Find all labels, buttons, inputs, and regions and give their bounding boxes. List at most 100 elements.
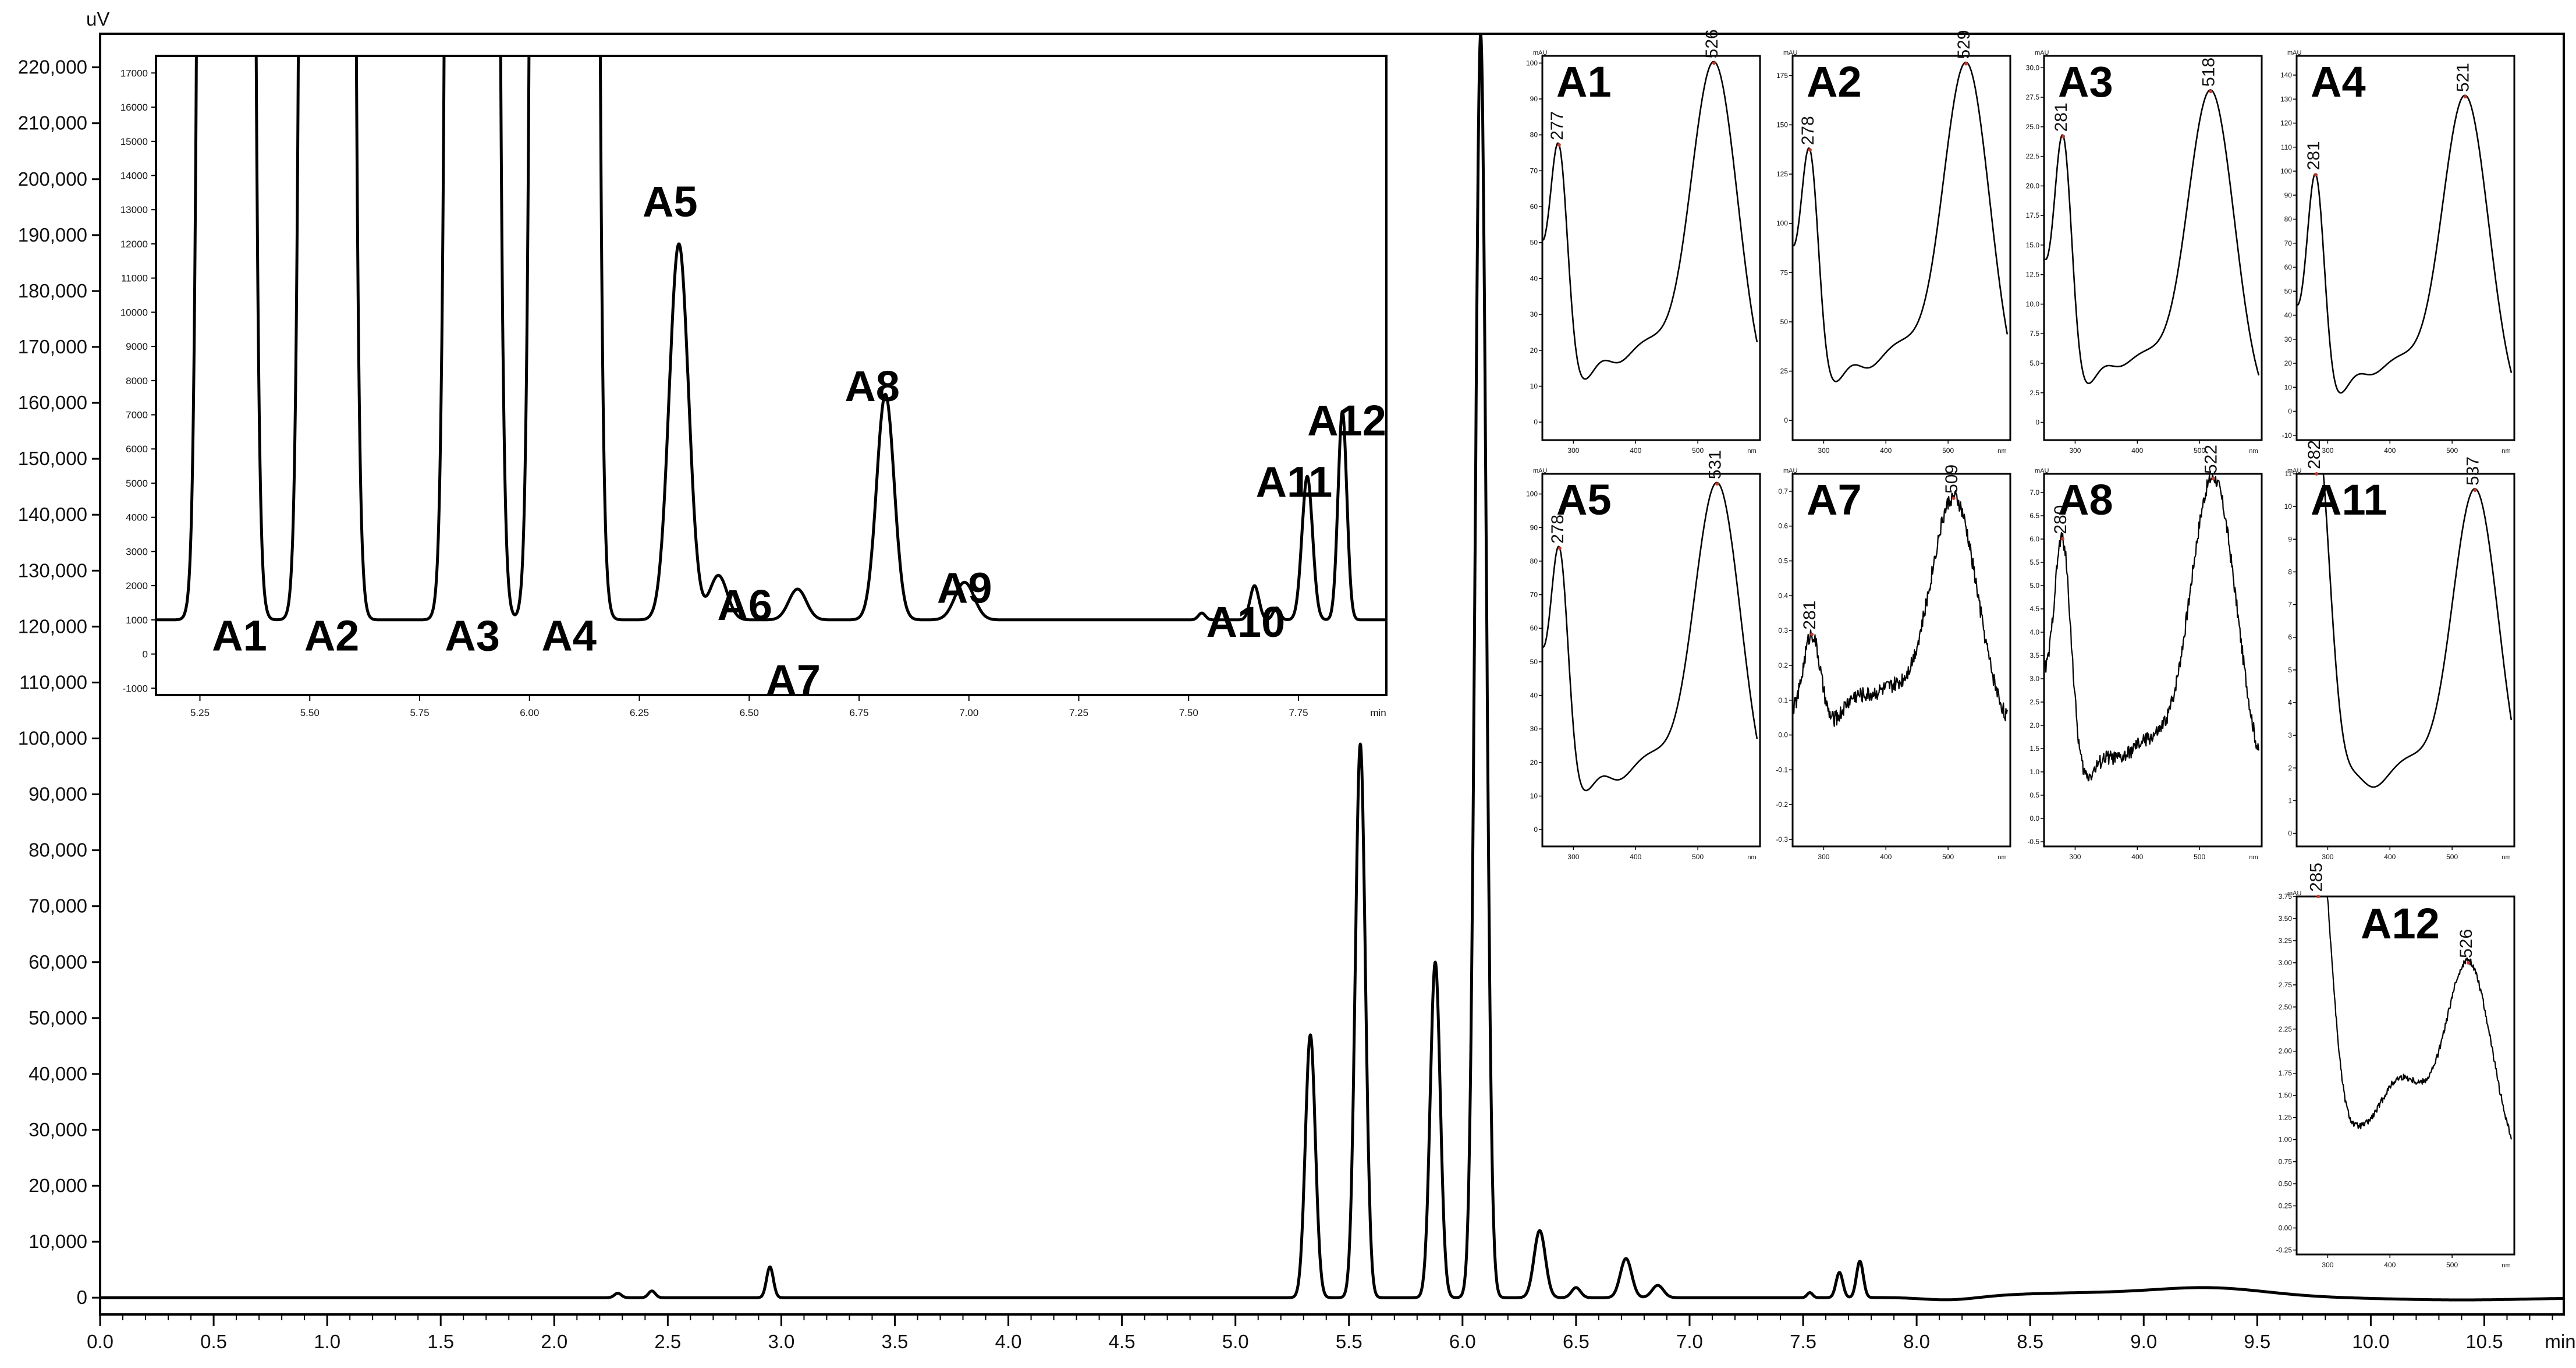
spectrum-y-tick-label: -0.5 bbox=[2027, 838, 2039, 846]
spectrum-wavelength-label: 278 bbox=[1798, 116, 1818, 145]
spectrum-x-tick-label: 500 bbox=[2194, 446, 2205, 455]
main-x-tick-label: 7.5 bbox=[1790, 1331, 1816, 1352]
spectrum-wavelength-label: 278 bbox=[1548, 515, 1567, 544]
spectrum-y-tick-label: 5.0 bbox=[2029, 582, 2039, 590]
inset-x-tick-label: 6.25 bbox=[630, 707, 649, 718]
spectrum-wavelength-label: 526 bbox=[1702, 29, 1722, 58]
spectrum-x-tick-label: 400 bbox=[1880, 446, 1892, 455]
spectrum-y-tick-label: 6.0 bbox=[2029, 535, 2039, 543]
spectrum-y-tick-label: 1.25 bbox=[2279, 1114, 2293, 1122]
inset-y-tick-label: 3000 bbox=[126, 546, 148, 557]
spectrum-trace-line bbox=[1542, 481, 1758, 792]
spectrum-max-marker bbox=[2466, 961, 2470, 965]
spectrum-trace-line bbox=[1542, 61, 1758, 380]
spectrum-panel: 0 25 50 75 100 125 150 175 mAU 300 400 500 nm 278 529 A… bbox=[1769, 30, 2018, 460]
inset-x-axis-label: min bbox=[1370, 707, 1386, 718]
spectrum-x-axis-label: nm bbox=[1997, 854, 2006, 861]
spectrum-y-tick-label: 40 bbox=[1530, 692, 1538, 700]
spectrum-max-marker bbox=[2314, 173, 2318, 177]
spectrum-y-tick-label: 100 bbox=[1526, 59, 1538, 67]
spectrum-x-tick-label: 500 bbox=[1942, 853, 1954, 861]
spectrum-x-tick-label: 500 bbox=[2194, 853, 2205, 861]
spectrum-panel: -0.25 0.00 0.25 0.50 0.75 1.00 1.25 1.50 1.75 2.0… bbox=[2273, 863, 2522, 1274]
spectrum-y-tick-label: 12.5 bbox=[2026, 271, 2040, 279]
main-y-tick-label: 110,000 bbox=[19, 671, 87, 693]
spectrum-y-tick-label: 0.3 bbox=[1778, 626, 1788, 635]
spectrum-y-tick-label: 30 bbox=[2284, 335, 2293, 343]
inset-chromatogram: -1000 0 1000 2000 3000 4000 5000 6000 7000 8000 90… bbox=[120, 52, 1392, 726]
main-y-tick-label: 210,000 bbox=[18, 112, 87, 134]
spectrum-frame bbox=[1791, 55, 2011, 441]
spectrum-max-marker bbox=[2061, 537, 2065, 541]
inset-y-tick-label: 2000 bbox=[126, 580, 148, 591]
spectrum-y-tick-label: -0.2 bbox=[1776, 800, 1788, 809]
spectrum-y-tick-label: 25.0 bbox=[2026, 123, 2040, 131]
inset-y-tick-label: 7000 bbox=[126, 410, 148, 421]
main-x-tick-label: 2.5 bbox=[654, 1331, 681, 1352]
spectrum-y-tick-label: 0.1 bbox=[1778, 696, 1788, 704]
inset-y-tick-label: 1000 bbox=[126, 615, 148, 626]
spectrum-trace-line bbox=[2297, 895, 2512, 1140]
spectrum-panel-label: A12 bbox=[2361, 899, 2440, 948]
spectrum-background bbox=[1769, 48, 2018, 460]
spectrum-y-tick-label: 90 bbox=[2284, 191, 2293, 199]
inset-y-tick-label: 13000 bbox=[120, 204, 148, 215]
spectrum-y-tick-label: 50 bbox=[2284, 287, 2293, 295]
main-x-tick-label: 8.0 bbox=[1903, 1331, 1930, 1352]
spectrum-wavelength-label: 281 bbox=[1800, 601, 1819, 630]
inset-peak-label: A11 bbox=[1256, 458, 1333, 506]
spectrum-wavelength-label: 521 bbox=[2454, 63, 2473, 92]
spectrum-y-tick-label: 0 bbox=[2035, 419, 2039, 427]
spectrum-y-axis-label: mAU bbox=[1533, 49, 1548, 56]
spectrum-max-marker bbox=[2315, 472, 2319, 476]
spectrum-x-tick-label: 400 bbox=[2384, 853, 2396, 861]
inset-x-tick-label: 5.25 bbox=[190, 707, 210, 718]
main-y-tick-label: 220,000 bbox=[18, 56, 87, 78]
spectrum-x-tick-label: 400 bbox=[2384, 446, 2396, 455]
spectrum-wavelength-label: 531 bbox=[1705, 450, 1725, 479]
spectrum-y-tick-label: 25 bbox=[1780, 367, 1789, 375]
inset-y-tick-label: 6000 bbox=[126, 444, 148, 455]
inset-peak-label: A9 bbox=[937, 563, 992, 612]
spectrum-max-marker bbox=[1712, 61, 1716, 65]
spectrum-max-marker bbox=[1715, 482, 1719, 486]
spectrum-y-tick-label: 10.0 bbox=[2026, 300, 2040, 308]
main-x-tick-label: 10.5 bbox=[2465, 1331, 2503, 1352]
spectrum-wavelength-label: 509 bbox=[1942, 465, 1961, 494]
spectrum-y-tick-label: 130 bbox=[2280, 95, 2292, 103]
spectrum-y-tick-label: 1.50 bbox=[2279, 1091, 2293, 1100]
spectrum-x-tick-label: 500 bbox=[2446, 1261, 2458, 1269]
spectrum-y-tick-label: 40 bbox=[2284, 311, 2293, 320]
main-x-tick-label: 6.0 bbox=[1449, 1331, 1476, 1352]
spectrum-panel: -0.3 -0.2 -0.1 0.0 0.1 0.2 0.3 0.4 0.5 0.6 0.7 mAU 3… bbox=[1769, 465, 2018, 866]
spectrum-wavelength-label: 281 bbox=[2304, 141, 2323, 170]
spectrum-y-axis-label: mAU bbox=[2287, 890, 2302, 897]
inset-peak-label: A6 bbox=[717, 581, 772, 629]
spectrum-y-tick-label: 9 bbox=[2288, 535, 2292, 543]
main-y-tick-label: 50,000 bbox=[29, 1007, 87, 1029]
spectrum-frame bbox=[2295, 473, 2515, 848]
spectrum-y-tick-label: 0 bbox=[1534, 418, 1538, 426]
spectrum-y-tick-label: 70 bbox=[1530, 591, 1538, 599]
spectrum-y-tick-label: 100 bbox=[2280, 167, 2292, 175]
spectrum-y-tick-label: 0.2 bbox=[1778, 661, 1788, 669]
spectrum-y-tick-label: 100 bbox=[1526, 490, 1538, 498]
inset-peak-label: A4 bbox=[541, 612, 597, 660]
spectrum-y-tick-label: 150 bbox=[1776, 121, 1788, 129]
main-y-tick-label: 60,000 bbox=[29, 951, 87, 973]
main-y-tick-label: 160,000 bbox=[18, 392, 87, 413]
spectrum-panel-label: A7 bbox=[1807, 476, 1862, 524]
main-plot-frame bbox=[99, 33, 2565, 1316]
spectrum-wavelength-label: 277 bbox=[1548, 111, 1567, 140]
inset-plot-frame bbox=[155, 55, 1388, 696]
main-y-axis-label: uV bbox=[86, 8, 109, 30]
spectrum-y-tick-label: 140 bbox=[2280, 71, 2292, 79]
spectrum-y-axis-label: mAU bbox=[2287, 49, 2302, 56]
spectrum-x-axis-label: nm bbox=[2502, 854, 2510, 861]
spectrum-y-tick-label: 90 bbox=[1530, 523, 1538, 531]
spectrum-trace-line bbox=[1793, 490, 2008, 727]
main-x-tick-label: 0.0 bbox=[87, 1331, 113, 1352]
spectrum-y-tick-label: 40 bbox=[1530, 274, 1538, 282]
spectrum-frame bbox=[2043, 55, 2263, 441]
spectrum-y-axis-label: mAU bbox=[1783, 49, 1798, 56]
